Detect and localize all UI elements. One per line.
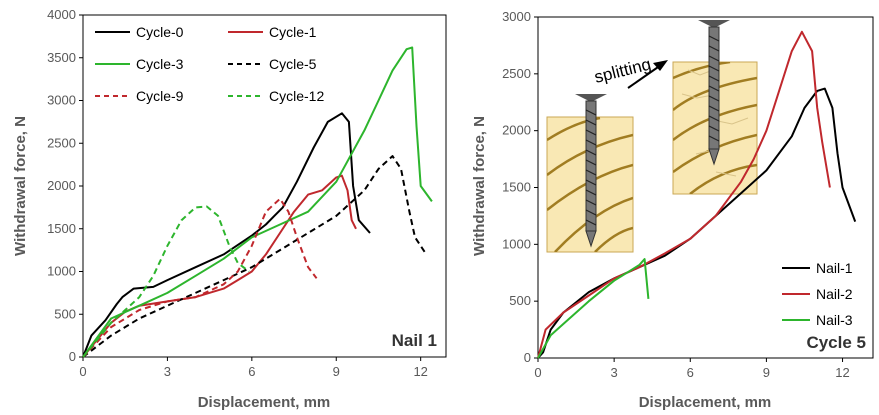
corner-label: Nail 1 xyxy=(392,331,437,350)
series-group xyxy=(82,46,433,358)
chart-right: 0 500 1000 1500 2000 2500 3000 0 3 6 9 12 xyxy=(471,9,874,411)
x-tick-label: 3 xyxy=(611,365,618,380)
y-tick-label: 3000 xyxy=(47,93,76,108)
wood-block-split xyxy=(672,20,758,195)
y-axis-label: Withdrawal force, N xyxy=(471,116,488,256)
x-tick-label: 6 xyxy=(248,364,255,379)
x-tick-label: 0 xyxy=(534,365,541,380)
x-tick-label: 6 xyxy=(687,365,694,380)
legend-label: Nail-2 xyxy=(816,286,853,302)
x-ticks: 0 3 6 9 12 xyxy=(534,358,850,380)
x-axis-label: Displacement, mm xyxy=(198,394,331,411)
series-line-nail-3 xyxy=(537,258,650,359)
y-tick-label: 1500 xyxy=(47,221,76,236)
x-tick-label: 9 xyxy=(333,364,340,379)
series-line-nail-2 xyxy=(537,30,831,359)
y-tick-label: 2000 xyxy=(47,178,76,193)
legend-label: Cycle-5 xyxy=(269,56,317,72)
legend-label: Cycle-0 xyxy=(136,24,184,40)
legend-label: Cycle-3 xyxy=(136,56,184,72)
y-tick-label: 3500 xyxy=(47,50,76,65)
y-tick-label: 1000 xyxy=(47,264,76,279)
x-tick-label: 12 xyxy=(413,364,427,379)
y-axis-label: Withdrawal force, N xyxy=(12,116,29,256)
x-ticks: 0 3 6 9 12 xyxy=(79,357,428,379)
series-line-cycle-9 xyxy=(82,197,318,358)
series-line-cycle-0 xyxy=(82,112,371,358)
splitting-label: splitting xyxy=(592,55,653,87)
series-line-cycle-12 xyxy=(82,205,250,358)
y-tick-label: 0 xyxy=(524,350,531,365)
legend-label: Cycle-9 xyxy=(136,88,184,104)
splitting-arrow xyxy=(627,60,668,89)
nail-icon xyxy=(575,94,607,248)
legend-label: Cycle-12 xyxy=(269,88,324,104)
x-tick-label: 12 xyxy=(835,365,849,380)
x-tick-label: 9 xyxy=(763,365,770,380)
nail-icon xyxy=(698,20,730,166)
y-tick-label: 3000 xyxy=(502,9,531,24)
legend: Nail-1 Nail-2 Nail-3 xyxy=(782,260,853,328)
series-line-cycle-5 xyxy=(82,155,428,358)
nail-illustration: splitting xyxy=(546,20,758,253)
legend-label: Nail-1 xyxy=(816,260,853,276)
series-line-cycle-3 xyxy=(82,46,433,358)
y-ticks: 0 500 1000 1500 2000 2500 3000 xyxy=(502,9,538,365)
x-axis-label: Displacement, mm xyxy=(639,394,772,411)
y-tick-label: 4000 xyxy=(47,7,76,22)
y-tick-label: 2000 xyxy=(502,123,531,138)
y-tick-label: 1500 xyxy=(502,180,531,195)
legend-label: Cycle-1 xyxy=(269,24,317,40)
y-tick-label: 0 xyxy=(69,349,76,364)
y-tick-label: 500 xyxy=(54,306,76,321)
wood-block-intact xyxy=(546,94,634,253)
y-tick-label: 2500 xyxy=(502,66,531,81)
legend: Cycle-0 Cycle-1 Cycle-3 Cycle-5 Cycle-9 … xyxy=(95,24,324,104)
x-tick-label: 0 xyxy=(79,364,86,379)
y-tick-label: 500 xyxy=(509,293,531,308)
corner-label: Cycle 5 xyxy=(806,333,866,352)
y-ticks: 0 500 1000 1500 2000 2500 3000 3500 4000 xyxy=(47,7,83,364)
legend-label: Nail-3 xyxy=(816,312,853,328)
y-tick-label: 1000 xyxy=(502,236,531,251)
x-tick-label: 3 xyxy=(164,364,171,379)
series-group xyxy=(537,30,857,359)
y-tick-label: 2500 xyxy=(47,135,76,150)
